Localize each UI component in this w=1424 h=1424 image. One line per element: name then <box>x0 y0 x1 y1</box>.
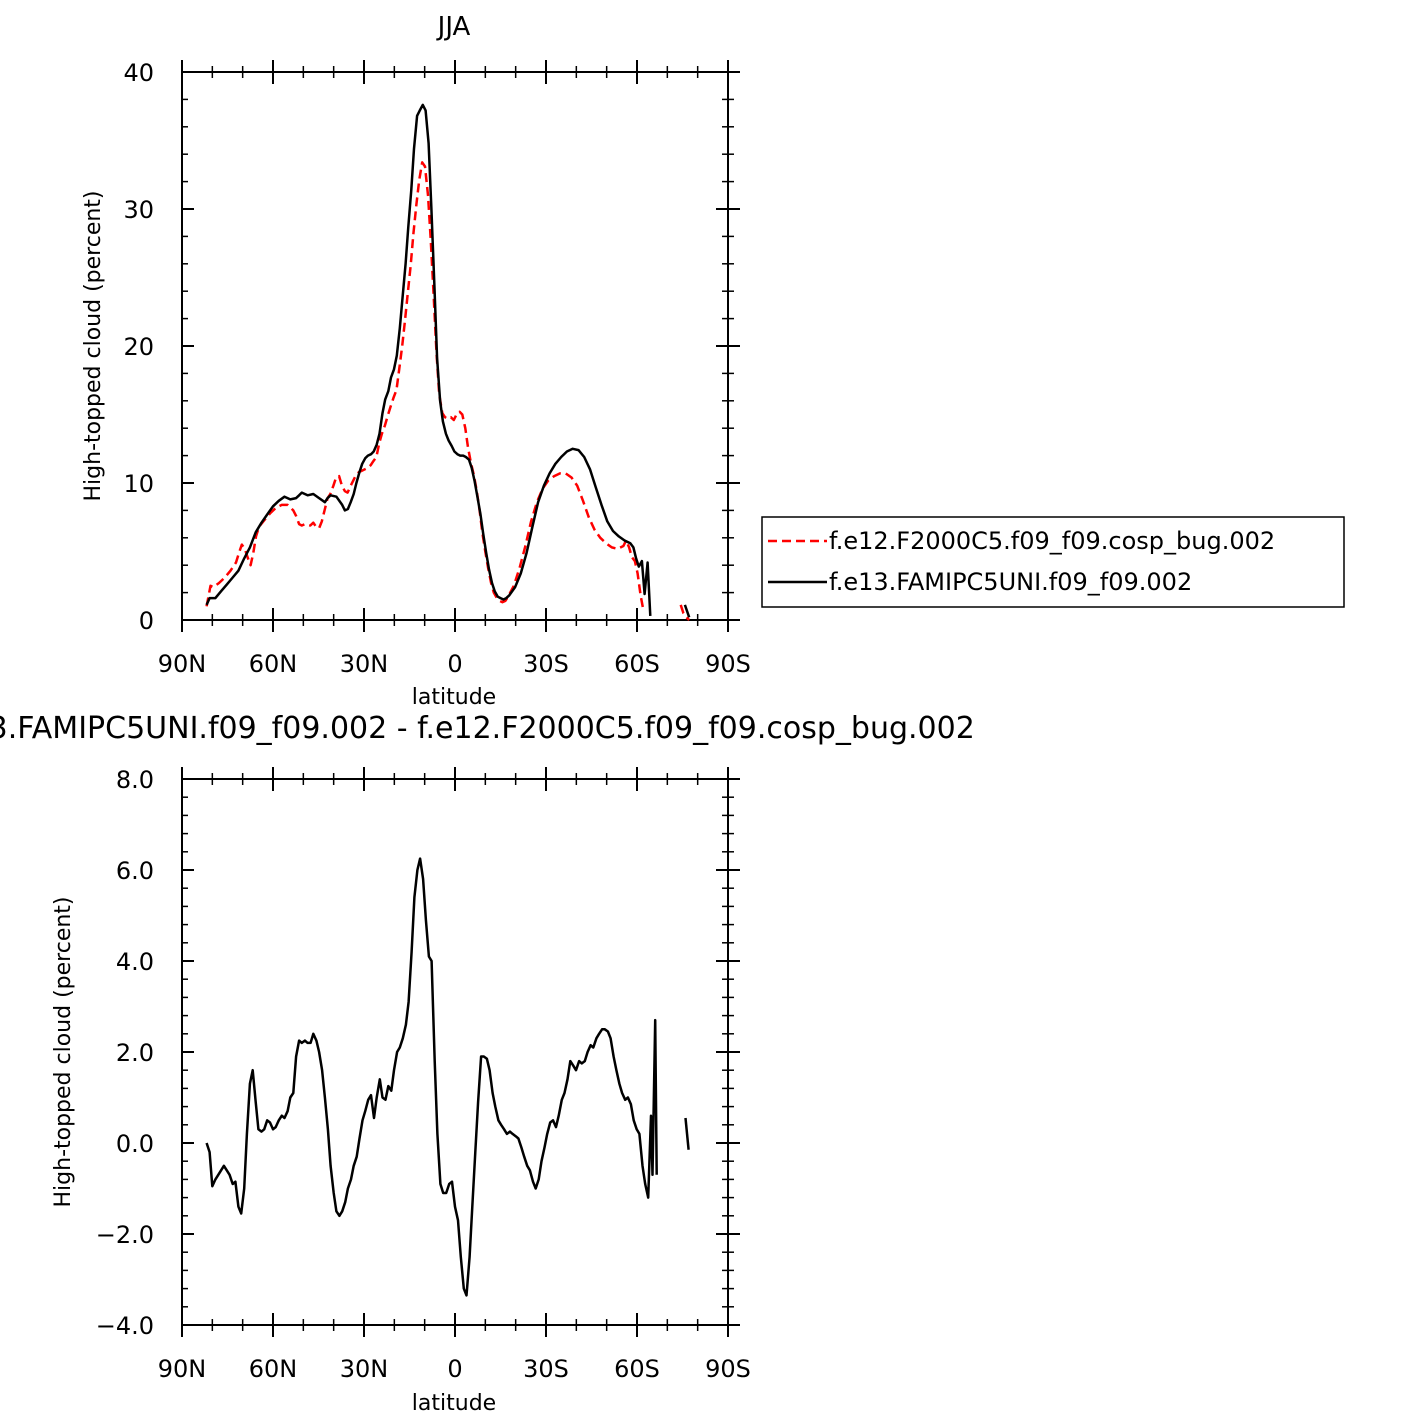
bottom-x-tick-label: 0 <box>447 1355 462 1383</box>
top-series-1-line <box>679 604 691 621</box>
top-series-2-line <box>205 103 652 616</box>
bottom-y-tick-label: −4.0 <box>96 1312 154 1340</box>
bottom-plot-frame <box>181 778 729 1326</box>
legend: f.e12.F2000C5.f09_f09.cosp_bug.002 f.e13… <box>761 516 1345 608</box>
bottom-series-1-line <box>684 1117 690 1150</box>
top-y-tick-label: 30 <box>123 196 154 224</box>
bottom-x-tick-label: 60S <box>614 1355 660 1383</box>
bottom-chart-title: f.e13.FAMIPC5UNI.f09_f09.002 - f.e12.F20… <box>0 711 975 746</box>
top-x-axis-label: latitude <box>412 685 496 710</box>
bottom-y-axis-label: High-topped cloud (percent) <box>51 896 76 1207</box>
top-y-tick-label: 40 <box>123 59 154 87</box>
top-chart: JJA 90N 60N 30N 0 30S 60S 90S 0 10 20 30 40 latitu… <box>81 12 1345 710</box>
bottom-x-axis-label: latitude <box>412 1391 496 1416</box>
top-x-tick-label: 60S <box>614 650 660 678</box>
bottom-y-tick-label: 4.0 <box>116 948 154 976</box>
bottom-chart: f.e13.FAMIPC5UNI.f09_f09.002 - f.e12.F20… <box>0 711 975 1416</box>
top-y-axis-label: High-topped cloud (percent) <box>81 190 106 501</box>
top-y-tick-label: 10 <box>123 470 154 498</box>
bottom-axis-ticks <box>181 767 740 1337</box>
top-y-tick-label: 20 <box>123 333 154 361</box>
bottom-y-tick-labels: −4.0 −2.0 0.0 2.0 4.0 6.0 8.0 <box>96 766 154 1340</box>
bottom-y-tick-label: 2.0 <box>116 1039 154 1067</box>
top-x-tick-label: 30N <box>340 650 389 678</box>
bottom-x-tick-label: 30S <box>523 1355 569 1383</box>
legend-box <box>761 516 1345 608</box>
top-y-tick-labels: 0 10 20 30 40 <box>123 59 154 635</box>
legend-label-series-1: f.e12.F2000C5.f09_f09.cosp_bug.002 <box>829 527 1275 555</box>
bottom-y-tick-label: 8.0 <box>116 766 154 794</box>
top-x-tick-label: 30S <box>523 650 569 678</box>
top-x-tick-label: 90S <box>705 650 751 678</box>
bottom-series-1-line <box>205 857 658 1297</box>
bottom-x-tick-label: 60N <box>249 1355 298 1383</box>
bottom-x-tick-label: 30N <box>340 1355 389 1383</box>
top-y-tick-label: 0 <box>139 607 154 635</box>
top-x-tick-label: 0 <box>447 650 462 678</box>
bottom-series-lines <box>205 857 690 1297</box>
top-series-1-line <box>205 161 645 611</box>
legend-label-series-2: f.e13.FAMIPC5UNI.f09_f09.002 <box>829 568 1192 596</box>
bottom-y-tick-label: 6.0 <box>116 857 154 885</box>
bottom-y-tick-label: −2.0 <box>96 1221 154 1249</box>
top-series-2-line <box>683 604 691 618</box>
top-axis-ticks <box>181 60 740 632</box>
bottom-x-tick-label: 90N <box>158 1355 207 1383</box>
top-chart-title: JJA <box>436 12 471 42</box>
top-series-lines <box>205 103 691 621</box>
top-x-tick-labels: 90N 60N 30N 0 30S 60S 90S <box>158 650 751 678</box>
top-plot-frame <box>181 71 729 621</box>
top-x-tick-label: 60N <box>249 650 298 678</box>
bottom-y-tick-label: 0.0 <box>116 1130 154 1158</box>
bottom-x-tick-label: 90S <box>705 1355 751 1383</box>
top-x-tick-label: 90N <box>158 650 207 678</box>
bottom-x-tick-labels: 90N 60N 30N 0 30S 60S 90S <box>158 1355 751 1383</box>
